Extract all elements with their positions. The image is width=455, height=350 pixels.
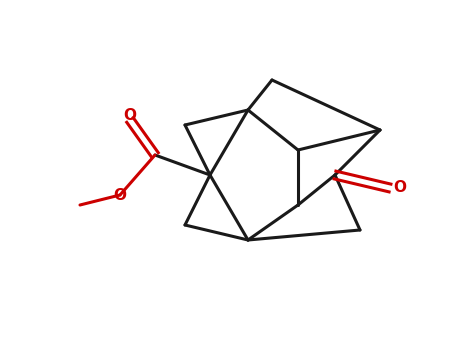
Text: O: O: [113, 188, 126, 203]
Text: O: O: [394, 181, 406, 196]
Text: O: O: [123, 107, 136, 122]
